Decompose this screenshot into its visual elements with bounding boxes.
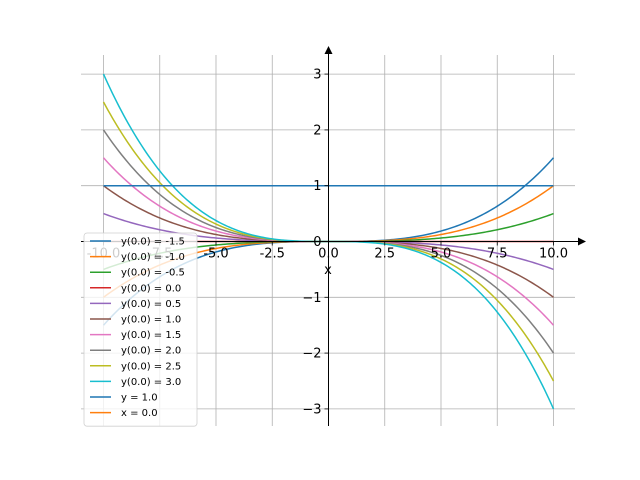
y-tick-label: 1: [313, 179, 321, 194]
x-tick-label: -5.0: [203, 247, 228, 262]
legend: y(0.0) = -1.5 y(0.0) = -1.0 y(0.0) = -0.5 y…: [83, 232, 198, 427]
legend-label: y(0.0) = 1.0: [121, 315, 181, 326]
y-axis-arrow: [324, 46, 333, 54]
x-tick-label: 5.0: [431, 247, 452, 262]
legend-label: y(0.0) = 2.5: [121, 361, 181, 372]
x-tick-label: -2.5: [260, 247, 285, 262]
x-axis-label: x: [324, 263, 332, 278]
x-tick-label: 10.0: [539, 247, 568, 262]
legend-label: y(0.0) = -0.5: [121, 268, 185, 279]
legend-box: [83, 232, 198, 427]
x-axis-arrow: [578, 237, 586, 246]
legend-label: x = 0.0: [121, 408, 158, 419]
legend-label: y(0.0) = 3.0: [121, 377, 181, 388]
y-tick-label: −1: [302, 291, 321, 306]
y-tick-label: 2: [313, 123, 321, 138]
legend-label: y(0.0) = 0.5: [121, 299, 181, 310]
legend-label: y(0.0) = 0.0: [121, 283, 181, 294]
y-tick-label: 3: [313, 68, 321, 83]
legend-label: y(0.0) = -1.0: [121, 252, 185, 263]
x-tick-label: 7.5: [487, 247, 508, 262]
y-tick-label: −3: [302, 402, 321, 417]
y-tick-label: 0: [313, 235, 321, 250]
x-tick-label: 2.5: [374, 247, 395, 262]
x-tick-label: 0.0: [318, 247, 339, 262]
legend-label: y(0.0) = 1.5: [121, 330, 181, 341]
legend-label: y = 1.0: [121, 393, 158, 404]
y-tick-label: −2: [302, 347, 321, 362]
legend-label: y(0.0) = -1.5: [121, 237, 185, 248]
legend-label: y(0.0) = 2.0: [121, 346, 181, 357]
